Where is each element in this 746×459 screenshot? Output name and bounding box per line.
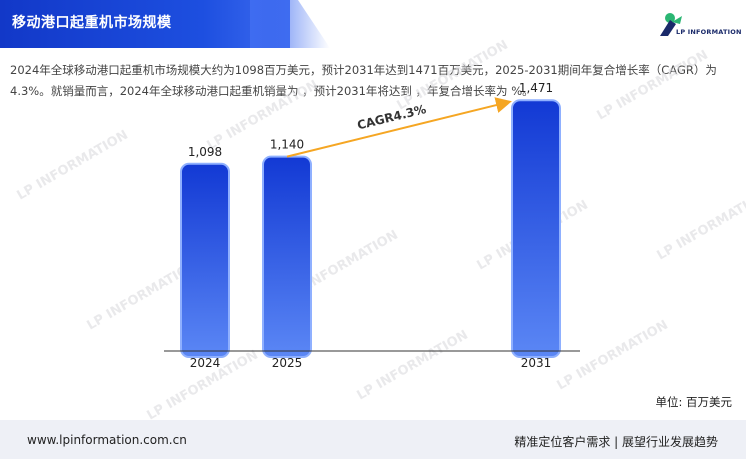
x-tick-labels: 2024 2025 2031	[190, 356, 552, 370]
watermark-text: LP INFORMATION	[15, 128, 131, 204]
cagr-arrow	[286, 97, 512, 158]
footer-slogan: 精准定位客户需求 | 展望行业发展趋势	[514, 435, 718, 449]
cagr-annotation: CAGR4.3%	[356, 102, 428, 132]
bar-2024	[180, 162, 230, 358]
bars-group	[180, 99, 561, 359]
bar-2031	[511, 99, 561, 359]
lp-logo-icon	[660, 13, 682, 36]
watermark-text: LP INFORMATION	[595, 48, 711, 124]
watermark-text: LP INFORMATION	[395, 38, 511, 114]
watermark-text: LP INFORMATION	[355, 328, 471, 404]
x-tick-2025: 2025	[272, 356, 303, 370]
value-labels: 1,098 1,140 1,471	[188, 81, 553, 159]
x-tick-2031: 2031	[521, 356, 552, 370]
summary-text: 2024年全球移动港口起重机市场规模大约为1098百万美元，预计2031年达到1…	[10, 63, 717, 98]
watermarks: LP INFORMATION LP INFORMATION LP INFORMATI…	[15, 38, 746, 420]
value-label-2025: 1,140	[270, 138, 304, 152]
value-label-2031: 1,471	[519, 81, 553, 95]
page-title: 移动港口起重机市场规模	[12, 15, 172, 31]
unit-label: 单位: 百万美元	[655, 395, 732, 409]
header-band	[0, 0, 290, 48]
footer: www.lpinformation.com.cn 精准定位客户需求 | 展望行业…	[0, 420, 746, 459]
bar-2025	[262, 155, 312, 358]
bar-chart: LP INFORMATION LP INFORMATION LP INFORMATI…	[15, 38, 746, 420]
value-label-2024: 1,098	[188, 145, 222, 159]
header: 移动港口起重机市场规模 LP INFORMATION	[0, 0, 746, 48]
x-tick-2024: 2024	[190, 356, 221, 370]
footer-website-link[interactable]: www.lpinformation.com.cn	[27, 433, 187, 447]
watermark-text: LP INFORMATION	[655, 188, 746, 264]
logo-text: LP INFORMATION	[676, 28, 742, 36]
watermark-text: LP INFORMATION	[555, 318, 671, 394]
